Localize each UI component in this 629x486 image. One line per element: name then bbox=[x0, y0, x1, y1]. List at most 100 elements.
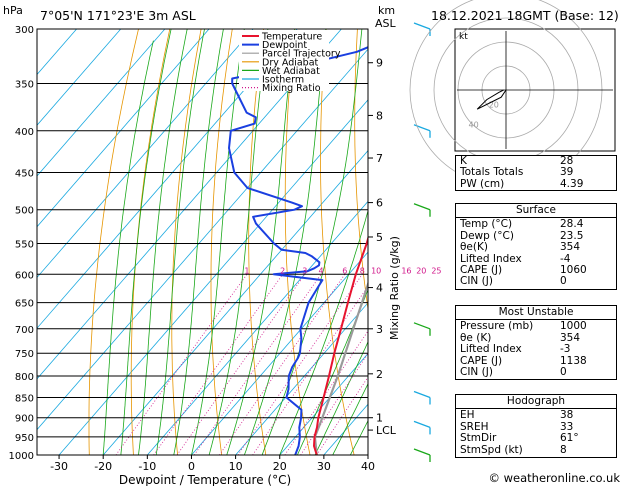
temperature-tick-label: 20 bbox=[273, 460, 287, 473]
hodograph-trace bbox=[476, 89, 507, 110]
row-value: -4 bbox=[560, 252, 571, 265]
row-label: Dewp (°C) bbox=[460, 229, 514, 242]
dry-adiabat-line bbox=[210, 29, 233, 455]
isotherm-line bbox=[37, 48, 368, 431]
surface-title: Surface bbox=[456, 204, 616, 219]
hodograph-title: Hodograph bbox=[456, 395, 616, 410]
mixing-ratio-label: 2 bbox=[280, 266, 285, 275]
km-tick-label: 4 bbox=[376, 282, 383, 295]
row-label: EH bbox=[460, 409, 475, 422]
km-tick-label: LCL bbox=[376, 424, 397, 437]
plot-frame bbox=[36, 28, 369, 456]
table-row: EH 38 bbox=[456, 409, 616, 422]
wind-barb bbox=[413, 390, 431, 399]
mixing-ratio-label: 25 bbox=[431, 266, 441, 275]
row-value: 354 bbox=[560, 331, 581, 344]
mixing-ratio-label: 10 bbox=[371, 266, 381, 275]
wet-adiabat-line bbox=[120, 29, 172, 455]
mixing-ratio-label: 4 bbox=[319, 266, 324, 275]
hodograph-ring-label: 40 bbox=[469, 120, 479, 129]
table-row: StmSpd (kt) 8 bbox=[456, 443, 616, 456]
table-row: StmDir 61° bbox=[456, 432, 616, 445]
station-title: 7°05'N 171°23'E 3m ASL bbox=[40, 8, 196, 23]
dewpoint-line bbox=[228, 46, 368, 455]
row-value: 1000 bbox=[560, 320, 587, 333]
wet-adiabat-line bbox=[208, 29, 269, 455]
table-row: PW (cm) 4.39 bbox=[456, 177, 616, 190]
isotherm-line bbox=[37, 29, 298, 329]
legend-item: Wet Adiabat bbox=[262, 66, 320, 77]
datetime-label: 18.12.2021 18GMT (Base: 12) bbox=[431, 8, 619, 23]
mixing-ratio-label: 20 bbox=[416, 266, 426, 275]
table-row: CAPE (J) 1060 bbox=[456, 264, 616, 277]
pressure-tick-label: 950 bbox=[15, 433, 34, 444]
row-label: StmSpd (kt) bbox=[460, 443, 523, 456]
row-value: 28.4 bbox=[560, 218, 584, 231]
isotherm-line bbox=[37, 29, 210, 228]
table-row: Pressure (mb) 1000 bbox=[456, 320, 616, 333]
temperature-tick-label: -20 bbox=[94, 460, 112, 473]
table-row: K 28 bbox=[456, 155, 616, 167]
surface-table: Surface Temp (°C) 28.4 Dewp (°C) 23.5 θe(K) 3… bbox=[455, 203, 617, 290]
row-value: 1060 bbox=[560, 264, 587, 277]
mixing-ratio-line bbox=[176, 274, 306, 455]
legend-box bbox=[239, 30, 329, 91]
pressure-tick-label: 1000 bbox=[9, 451, 34, 462]
table-row: Totals Totals 39 bbox=[456, 166, 616, 179]
pressure-tick-label: 550 bbox=[15, 239, 34, 250]
row-label: StmDir bbox=[460, 432, 497, 445]
wet-adiabat-line bbox=[102, 40, 154, 455]
hodograph: 20 40 kt bbox=[409, 0, 616, 187]
pressure-tick-label: 300 bbox=[15, 25, 34, 36]
temperature-tick-label: 0 bbox=[188, 460, 195, 473]
hodograph-unit-label: kt bbox=[459, 32, 468, 42]
row-value: 4.39 bbox=[560, 177, 584, 190]
temperature-tick-label: 10 bbox=[229, 460, 243, 473]
km-tick-label: 7 bbox=[376, 152, 383, 165]
row-label: Pressure (mb) bbox=[460, 320, 534, 333]
km-tick-label: 2 bbox=[376, 368, 383, 381]
table-row: CAPE (J) 1138 bbox=[456, 355, 616, 367]
isotherm-line bbox=[279, 352, 368, 455]
mixing-ratio-line bbox=[115, 274, 248, 455]
wet-adiabat-line bbox=[138, 29, 188, 455]
mixing-ratio-label: 1 bbox=[244, 266, 249, 275]
row-value: 0 bbox=[560, 275, 567, 288]
axes: 1 2 3 4 6 8 10 16 20 2530035040045050055060065070… bbox=[9, 25, 442, 473]
temperature-tick-label: -10 bbox=[138, 460, 156, 473]
table-row: Lifted Index -3 bbox=[456, 343, 616, 356]
isotherm-line bbox=[147, 200, 368, 455]
pressure-tick-label: 800 bbox=[15, 372, 34, 383]
y-axis-unit-label: hPa bbox=[3, 4, 23, 17]
hodograph-table: Hodograph EH 38 SREH 33 StmDir 61° StmSpd (kt)… bbox=[455, 394, 617, 459]
isotherm-line bbox=[37, 29, 254, 279]
table-row: CIN (J) 0 bbox=[456, 366, 616, 378]
pressure-tick-label: 650 bbox=[15, 299, 34, 310]
pressure-tick-label: 350 bbox=[15, 80, 34, 91]
wind-barbs bbox=[413, 22, 431, 462]
wind-barb bbox=[413, 203, 431, 211]
pressure-tick-label: 400 bbox=[15, 127, 34, 138]
wet-adiabat-line bbox=[314, 340, 368, 455]
copyright-footer: © weatheronline.co.uk bbox=[488, 471, 620, 485]
legend-item: Mixing Ratio bbox=[262, 83, 321, 94]
km-tick-label: 9 bbox=[376, 57, 383, 70]
mixing-ratio-label: 3 bbox=[302, 266, 307, 275]
row-value: 33 bbox=[560, 420, 574, 433]
table-row: θe(K) 354 bbox=[456, 241, 616, 254]
mixing-ratio-line bbox=[237, 274, 363, 455]
km-tick-label: 6 bbox=[376, 197, 383, 210]
row-value: 8 bbox=[560, 443, 567, 456]
pressure-tick-label: 700 bbox=[15, 325, 34, 336]
row-value: 39 bbox=[560, 166, 574, 179]
row-value: 354 bbox=[560, 241, 581, 254]
table-row: Temp (°C) 28.4 bbox=[456, 218, 616, 231]
temperature-tick-label: 30 bbox=[317, 460, 331, 473]
km-tick-label: 1 bbox=[376, 412, 383, 425]
row-label: Lifted Index bbox=[460, 343, 522, 356]
table-row: SREH 33 bbox=[456, 420, 616, 433]
wind-barb bbox=[413, 322, 431, 330]
row-value: 38 bbox=[560, 409, 574, 422]
x-axis-label: Dewpoint / Temperature (°C) bbox=[119, 473, 291, 486]
